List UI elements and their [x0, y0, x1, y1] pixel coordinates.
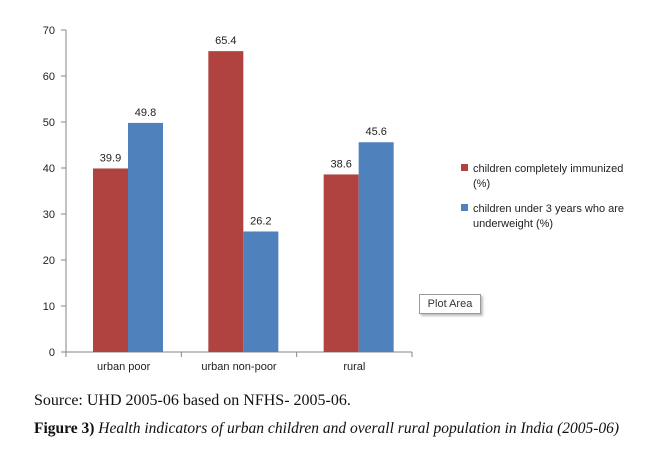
data-label: 49.8	[135, 107, 156, 119]
x-tick-label: urban non-poor	[201, 361, 277, 373]
y-tick-label: 60	[43, 71, 55, 83]
y-tick-label: 40	[43, 163, 55, 175]
y-tick-label: 0	[49, 347, 55, 359]
bar	[243, 231, 279, 352]
y-tick-label: 70	[43, 25, 55, 37]
bar	[358, 142, 394, 352]
y-tick-label: 10	[43, 301, 55, 313]
y-tick-label: 20	[43, 255, 55, 267]
y-tick-label: 30	[43, 209, 55, 221]
legend-label: children completely immunized	[473, 163, 623, 175]
data-label: 45.6	[365, 126, 386, 138]
data-label: 65.4	[215, 35, 236, 47]
bar-chart: 0 10 20 30 40 50 60 70 urban poor 39.9 49.8 urban n…	[43, 25, 624, 373]
legend-swatch	[461, 164, 468, 171]
data-label: 26.2	[250, 215, 271, 227]
legend-swatch	[461, 204, 468, 211]
x-tick-label: urban poor	[97, 361, 151, 373]
figure-label: Figure 3)	[34, 420, 95, 437]
bar	[93, 168, 128, 352]
plot-area-tooltip: Plot Area	[419, 294, 481, 314]
bar	[208, 51, 244, 352]
bar	[128, 122, 163, 352]
figure-caption-text: Health indicators of urban children and …	[98, 420, 620, 437]
legend-label: children under 3 years who are	[473, 203, 624, 215]
data-label: 38.6	[330, 158, 351, 170]
x-tick-label: rural	[343, 361, 365, 373]
legend-label: (%)	[473, 178, 490, 190]
legend-label: underweight (%)	[473, 218, 553, 230]
bar	[323, 174, 359, 352]
y-tick-label: 50	[43, 117, 55, 129]
data-label: 39.9	[100, 152, 121, 164]
figure-caption: Figure 3) Health indicators of urban chi…	[34, 420, 619, 438]
source-note: Source: UHD 2005-06 based on NFHS- 2005-…	[34, 392, 351, 409]
